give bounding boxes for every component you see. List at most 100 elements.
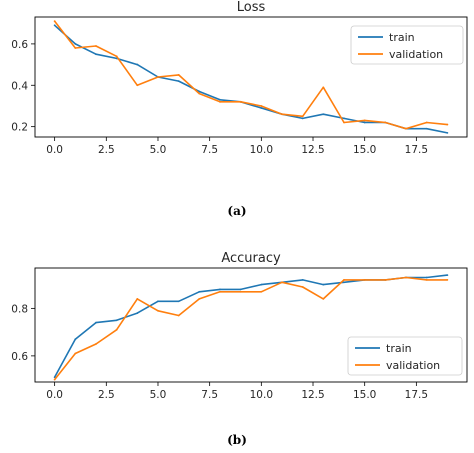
data-point-validation [239,290,242,293]
data-point-validation [260,290,263,293]
data-point-validation [136,297,139,300]
y-tick-label: 0.6 [11,39,28,51]
data-point-train [157,300,159,303]
data-point-validation [95,45,97,47]
legend-label-validation: validation [386,359,440,372]
data-point-train [74,42,77,45]
y-tick-label: 0.4 [11,80,28,92]
data-point-validation [363,119,366,122]
data-point-validation [53,378,56,381]
legend-label-train: train [389,31,415,44]
legend: train validation [347,336,463,376]
data-point-validation [281,113,283,116]
data-point-validation [136,84,139,87]
data-point-train [74,338,77,341]
y-tick-label: 0.2 [11,122,28,134]
data-point-validation [219,290,221,293]
series-validation [53,276,449,381]
data-point-train [239,288,242,291]
data-point-validation [425,278,428,281]
data-point-validation [198,92,201,95]
data-point-train [446,274,449,277]
plot-frame [34,267,468,383]
data-point-train [363,121,366,124]
data-point-validation [384,121,387,124]
y-tick-label: 0.8 [11,303,28,315]
caption-b: (b) [227,433,247,447]
x-tick-label: 12.5 [301,144,324,156]
data-point-train [198,90,201,93]
data-point-train [136,312,139,315]
data-point-validation [219,100,221,103]
data-point-validation [343,278,345,281]
legend-label-validation: validation [389,48,443,61]
data-point-validation [115,55,118,58]
data-point-validation [343,121,345,124]
x-tick-label: 2.5 [98,144,115,156]
data-point-train [177,80,180,83]
data-point-validation [405,127,407,130]
x-tick-label: 10.0 [250,389,273,401]
data-point-validation [281,281,283,284]
x-tick-label: 0.0 [46,144,63,156]
data-point-train [322,283,325,286]
data-point-validation [322,297,325,300]
data-point-validation [157,76,159,78]
data-point-validation [53,20,56,23]
data-point-train [260,283,263,286]
data-point-validation [260,105,263,107]
data-point-validation [157,309,159,312]
data-point-validation [446,278,449,281]
data-point-validation [425,121,428,124]
x-tick-label: 7.5 [201,144,218,156]
legend-label-train: train [386,342,412,355]
x-tick-label: 5.0 [150,144,167,156]
data-point-validation [384,278,387,281]
data-point-train [198,290,201,293]
data-point-validation [177,314,180,317]
caption-a: (a) [227,204,247,218]
series-validation [53,20,449,130]
data-point-train [219,98,221,101]
data-point-validation [95,343,97,345]
x-tick-label: 17.5 [405,389,428,401]
data-point-validation [363,278,366,281]
data-point-train [136,63,139,66]
x-tick-label: 12.5 [301,389,324,401]
data-point-validation [446,123,449,126]
legend: train validation [350,25,464,65]
x-tick-label: 5.0 [150,389,167,401]
data-point-train [425,276,428,279]
data-point-train [260,107,263,109]
data-point-validation [405,276,407,279]
data-point-train [95,321,97,324]
x-tick-label: 15.0 [353,389,376,401]
data-point-train [177,300,180,303]
data-point-train [301,117,304,120]
x-tick-label: 17.5 [405,144,428,156]
data-point-train [301,278,304,281]
data-point-train [219,288,221,291]
data-point-train [53,24,56,27]
data-point-validation [74,47,77,49]
data-point-validation [322,86,325,89]
data-point-validation [239,100,242,103]
y-tick-label: 0.6 [11,351,28,363]
data-point-validation [74,352,77,355]
data-point-train [446,131,449,134]
data-point-validation [301,286,304,288]
x-tick-label: 7.5 [201,389,218,401]
x-tick-label: 2.5 [98,389,115,401]
data-point-validation [177,74,180,76]
loss-chart: Loss 0.0 2.5 5.0 7.5 10.0 12.5 15.0 17.5 0.2 0.4 0.… [11,0,468,156]
data-point-validation [115,328,118,331]
data-point-train [322,113,325,116]
series-line-validation [53,276,448,381]
chart-title: Loss [237,0,266,15]
accuracy-chart: Accuracy 0.0 2.5 5.0 7.5 10.0 12.5 15.0 17.5 0.6 0… [11,251,468,401]
data-point-train [115,319,118,322]
series-line-validation [53,20,448,130]
x-tick-label: 15.0 [353,144,376,156]
data-point-train [343,117,345,120]
